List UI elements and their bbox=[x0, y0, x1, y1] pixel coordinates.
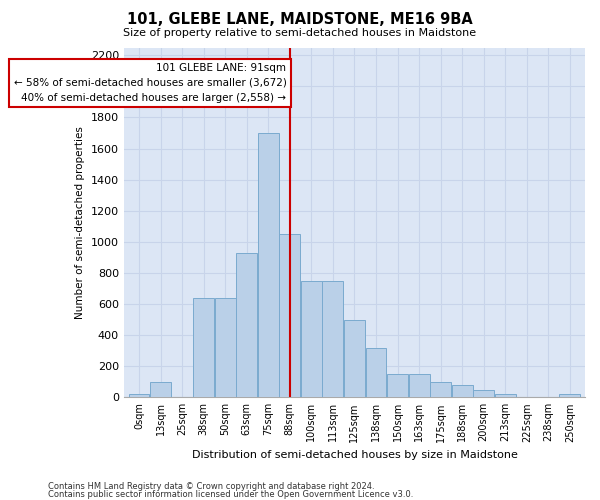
Bar bbox=[301, 280, 322, 398]
X-axis label: Distribution of semi-detached houses by size in Maidstone: Distribution of semi-detached houses by … bbox=[191, 450, 517, 460]
Text: 101 GLEBE LANE: 91sqm
← 58% of semi-detached houses are smaller (3,672)
40% of s: 101 GLEBE LANE: 91sqm ← 58% of semi-deta… bbox=[14, 63, 286, 102]
Bar bbox=[236, 252, 257, 398]
Bar bbox=[215, 298, 236, 398]
Bar bbox=[387, 374, 408, 398]
Bar bbox=[473, 390, 494, 398]
Y-axis label: Number of semi-detached properties: Number of semi-detached properties bbox=[75, 126, 85, 319]
Bar bbox=[495, 394, 516, 398]
Bar bbox=[430, 382, 451, 398]
Bar bbox=[365, 348, 386, 398]
Bar bbox=[344, 320, 365, 398]
Bar bbox=[150, 382, 171, 398]
Text: Contains HM Land Registry data © Crown copyright and database right 2024.: Contains HM Land Registry data © Crown c… bbox=[48, 482, 374, 491]
Bar bbox=[193, 298, 214, 398]
Bar bbox=[280, 234, 300, 398]
Bar bbox=[452, 385, 473, 398]
Text: Size of property relative to semi-detached houses in Maidstone: Size of property relative to semi-detach… bbox=[124, 28, 476, 38]
Text: 101, GLEBE LANE, MAIDSTONE, ME16 9BA: 101, GLEBE LANE, MAIDSTONE, ME16 9BA bbox=[127, 12, 473, 28]
Bar bbox=[258, 133, 279, 398]
Bar bbox=[322, 280, 343, 398]
Bar bbox=[409, 374, 430, 398]
Bar bbox=[128, 394, 149, 398]
Bar bbox=[559, 394, 580, 398]
Text: Contains public sector information licensed under the Open Government Licence v3: Contains public sector information licen… bbox=[48, 490, 413, 499]
